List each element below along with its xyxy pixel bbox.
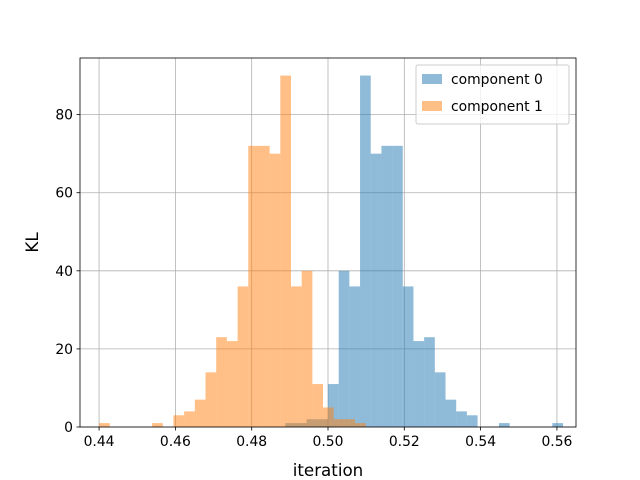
histogram-bar [445,399,457,427]
histogram-bar [290,286,302,427]
histogram-bar [216,337,227,427]
histogram-bar [355,423,366,427]
histogram-bar [248,145,259,427]
histogram-bar [226,341,238,427]
histogram-bar [280,75,291,428]
x-tick-label: 0.54 [465,434,496,450]
legend-box [415,64,570,125]
histogram-bar [333,419,345,427]
legend-label-component-0: component 0 [451,72,543,88]
y-tick-label: 0 [64,420,73,436]
x-axis-label: iteration [293,460,364,480]
histogram-bar [237,286,249,427]
ticks-layer: 0.44 0.46 0.48 0.50 0.52 0.54 0.56 0 20 40 60 80 [55,108,572,450]
histogram-bar [338,270,350,427]
histogram-bar [328,384,339,427]
legend-swatch-component-0 [422,74,442,84]
series-component-0 [285,75,564,428]
y-tick-label: 80 [55,108,73,124]
histogram-bar [381,145,393,427]
histogram-bar [344,419,356,427]
histogram-bar [173,415,185,427]
histogram-bar [370,153,382,427]
histogram-bar [402,286,414,427]
x-tick-label: 0.46 [160,434,191,450]
histogram-bar [301,270,313,427]
histogram-bar [99,423,110,427]
histogram-bar [498,423,510,427]
bars-layer [99,75,564,428]
x-tick-label: 0.48 [236,434,267,450]
histogram-bar [456,411,467,427]
histogram-bar [413,341,425,427]
histogram-bar [205,372,217,427]
y-tick-label: 20 [55,342,73,358]
y-tick-label: 60 [55,186,73,202]
histogram-bar [434,372,446,427]
x-tick-label: 0.44 [84,434,115,450]
legend-swatch-component-1 [422,101,442,111]
legend: component 0 component 1 [415,64,570,125]
histogram-bar [258,145,270,427]
y-axis-label: KL [22,232,42,253]
series-component-1 [99,75,366,428]
y-tick-label: 40 [55,264,73,280]
histogram-bar [269,153,281,427]
legend-label-component-1: component 1 [451,99,543,115]
histogram-bar [184,411,195,427]
histogram-bar [152,423,163,427]
histogram-bar [424,337,435,427]
x-tick-label: 0.50 [313,434,344,450]
histogram-bar [552,423,564,427]
x-tick-label: 0.56 [541,434,572,450]
x-tick-label: 0.52 [389,434,420,450]
histogram-bar [349,286,361,427]
histogram-bar [360,75,371,428]
histogram-bar [392,145,403,427]
histogram-bar [194,399,206,427]
histogram-bar [323,407,334,427]
histogram-bar [312,384,324,427]
histogram-bar [466,415,478,427]
